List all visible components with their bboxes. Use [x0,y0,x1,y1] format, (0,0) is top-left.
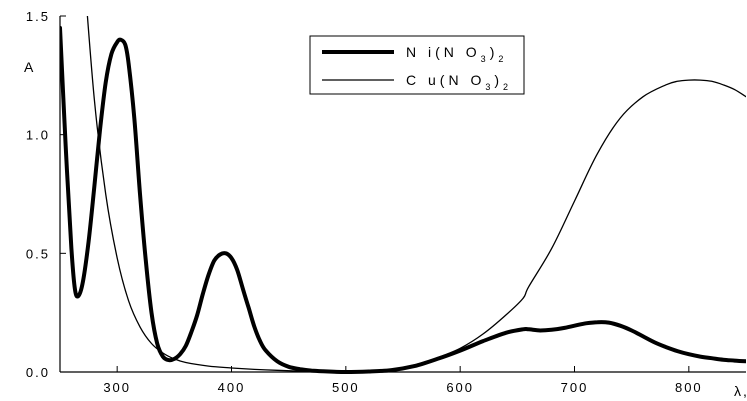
x-tick-label: 600 [446,380,474,395]
axes [59,16,746,373]
legend: N i(N O3)2 C u(N O3)2 [309,35,525,95]
x-tick-label: 800 [675,380,703,395]
x-tick-label: 400 [218,380,246,395]
y-axis-label: A [24,59,35,75]
x-tick-label: 300 [103,380,131,395]
legend-box [309,35,525,95]
series-layer [60,16,746,374]
y-tick-label: 1.5 [26,9,50,24]
legend-label-cu: C u(N O3)2 [406,72,512,92]
x-tick-label: 500 [332,380,360,395]
y-tick-label: 0.0 [26,365,50,380]
x-axis-label: λ, nm [734,383,747,399]
y-tick-label: 0.5 [26,246,50,261]
x-tick-label: 700 [561,380,589,395]
y-tick-label: 1.0 [26,128,50,143]
legend-label-ni: N i(N O3)2 [406,44,507,64]
x-ticks: 300 400 500 600 700 800 [103,366,703,395]
series-line-ni [60,25,746,374]
y-ticks: 0.0 0.5 1.0 1.5 [26,9,66,380]
series-line-cu [86,16,746,373]
